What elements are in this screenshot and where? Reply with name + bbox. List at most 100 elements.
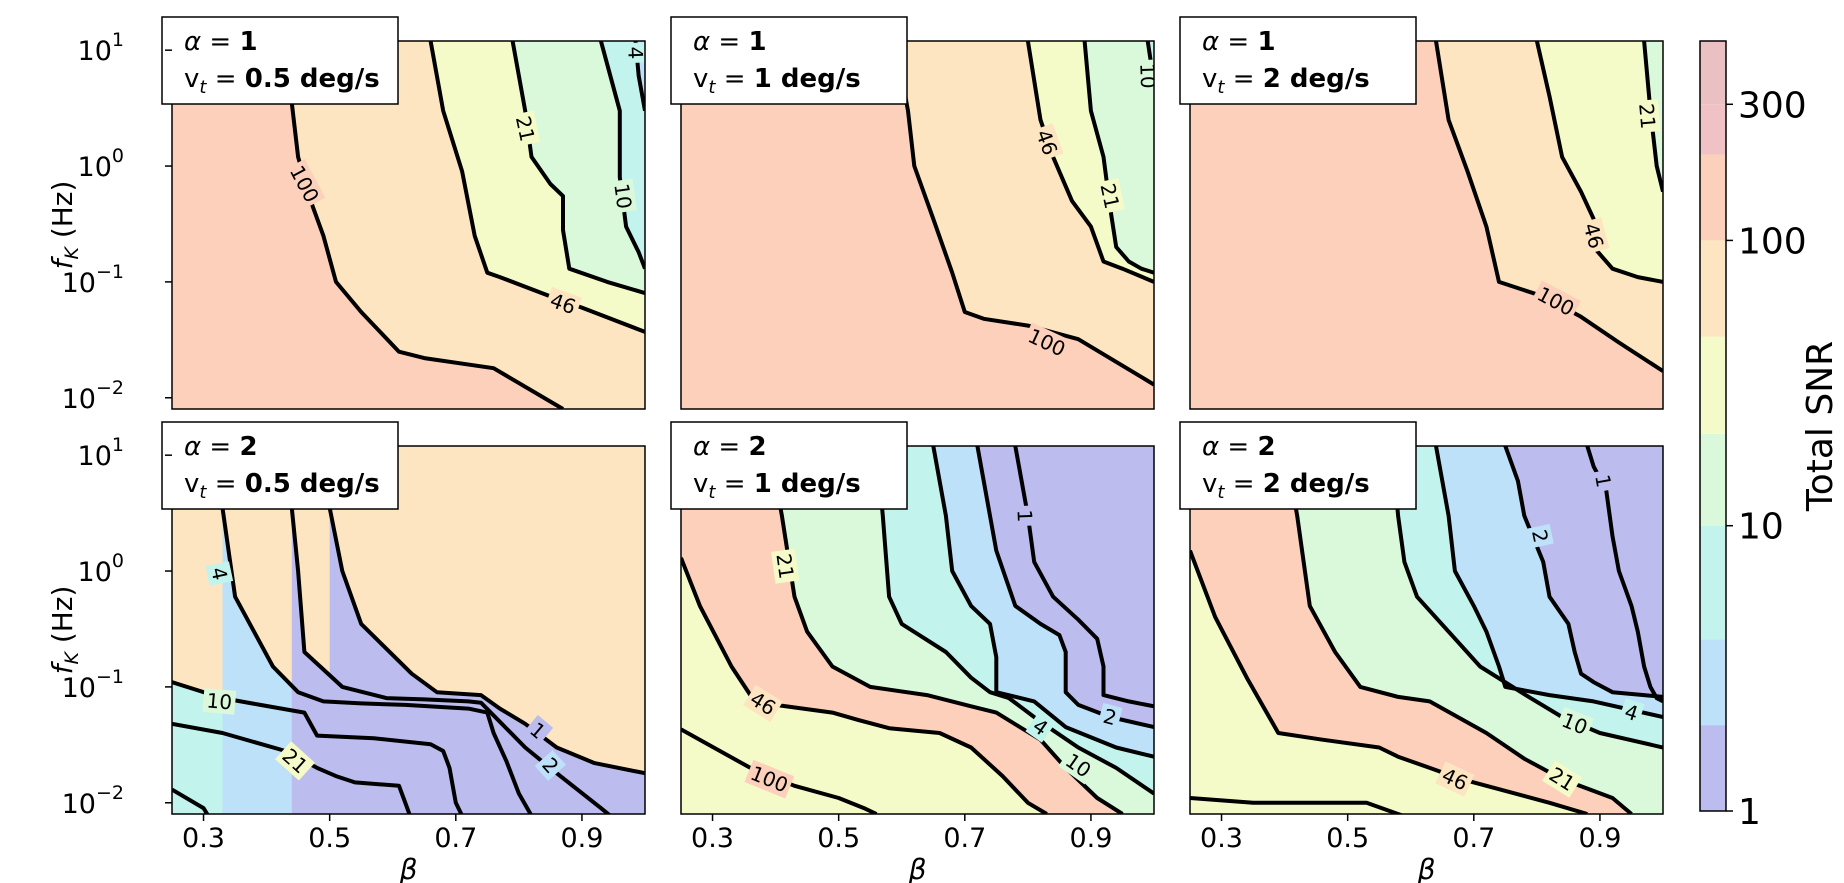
contour-label-4: 4 <box>205 561 234 586</box>
contour-line-100 <box>1434 41 1663 373</box>
svg-text:21: 21 <box>1634 102 1660 129</box>
colorbar-tick-label: 300 <box>1738 85 1807 126</box>
band-region-46 <box>681 557 1154 814</box>
svg-text:21: 21 <box>771 552 798 581</box>
velocity-text: vt = 2 deg/s <box>1202 64 1370 98</box>
x-tick-label: 0.5 <box>308 823 351 854</box>
x-tick-label: 0.3 <box>1200 823 1243 854</box>
contour-label-1: 1 <box>1012 505 1038 527</box>
contour-line-2 <box>1503 446 1663 699</box>
svg-text:10: 10 <box>1135 63 1160 89</box>
velocity-text: vt = 1 deg/s <box>693 64 861 98</box>
panel-frame <box>1189 445 1664 815</box>
svg-text:10: 10 <box>206 688 233 714</box>
contour-line-4 <box>931 446 1154 759</box>
colorbar-band <box>1700 433 1726 526</box>
colorbar-tick-label: 1 <box>1738 792 1761 833</box>
contour-label-4: 4 <box>1618 698 1645 728</box>
svg-text:21: 21 <box>511 114 540 144</box>
panel-frame <box>680 40 1155 410</box>
alpha-text: α = 2 <box>693 432 767 462</box>
alpha-text: α = 2 <box>1202 432 1276 462</box>
x-axis-label: β <box>1417 853 1436 883</box>
contour-label-46: 46 <box>1030 123 1064 162</box>
y-tick-label: 100 <box>78 550 124 588</box>
contour-line-46 <box>172 787 210 814</box>
colorbar-band <box>1700 525 1726 640</box>
contour-line-2 <box>975 446 1154 730</box>
x-tick-label: 0.7 <box>434 823 477 854</box>
contour-label-10: 10 <box>1135 59 1160 93</box>
band-region-21 <box>512 41 645 294</box>
contour-label-21: 21 <box>510 110 541 147</box>
x-tick-label: 0.7 <box>943 823 986 854</box>
panel-frame <box>171 445 646 815</box>
contour-line-10 <box>874 446 1154 796</box>
contour-line-46 <box>1190 549 1588 814</box>
contour-line-2 <box>289 507 612 814</box>
velocity-text: vt = 0.5 deg/s <box>184 469 380 503</box>
contour-line-10 <box>172 680 464 814</box>
svg-text:2: 2 <box>1101 704 1120 730</box>
contour-label-10: 10 <box>1555 706 1595 741</box>
x-tick-label: 0.5 <box>817 823 860 854</box>
svg-text:1: 1 <box>1590 473 1616 490</box>
info-box: α = 1 vt = 0.5 deg/s <box>161 16 399 105</box>
contour-line-21 <box>1642 41 1663 193</box>
contour-line-21 <box>172 721 412 814</box>
contour-line-46 <box>681 557 1048 814</box>
contour-label-21: 21 <box>1633 99 1661 134</box>
contour-line-46 <box>1025 41 1154 284</box>
alpha-text: α = 1 <box>184 27 258 57</box>
contour-label-21: 21 <box>770 548 800 584</box>
contour-label-2: 2 <box>1526 523 1554 549</box>
contour-label-46: 46 <box>543 286 583 321</box>
y-tick-label: 10−1 <box>62 666 124 704</box>
velocity-text: vt = 2 deg/s <box>1202 469 1370 503</box>
info-box: α = 2 vt = 2 deg/s <box>1179 421 1417 510</box>
colorbar-frame <box>1699 40 1727 812</box>
panel-frame <box>680 445 1155 815</box>
colorbar-tick-label: 100 <box>1738 221 1807 262</box>
contour-label-10: 10 <box>202 688 237 715</box>
colorbar: 1 10 100 300 Total SNR <box>1699 40 1841 833</box>
contour-line-46 <box>1534 41 1663 284</box>
velocity-text: vt = 1 deg/s <box>693 469 861 503</box>
contour-line-1 <box>1013 446 1154 709</box>
contour-line-1 <box>327 507 645 776</box>
colorbar-band <box>1700 240 1726 337</box>
colorbar-band <box>1700 154 1726 241</box>
x-tick-label: 0.9 <box>1578 823 1621 854</box>
band-region-10 <box>1147 41 1154 86</box>
panel-frame <box>171 40 646 410</box>
band-region-1 <box>1015 446 1154 707</box>
band-region-46 <box>1536 41 1663 282</box>
y-tick-label: 10−2 <box>62 782 124 820</box>
contour-line-4 <box>1434 446 1663 719</box>
colorbar-band <box>1700 41 1726 105</box>
contour-label-46: 46 <box>1577 217 1610 255</box>
y-axis-label: fK (Hz) <box>46 586 83 675</box>
contour-line-100 <box>1190 796 1405 814</box>
y-tick-label: 10−2 <box>62 377 124 415</box>
band-region-1 <box>329 508 645 814</box>
svg-text:10: 10 <box>609 182 636 211</box>
band-region-1 <box>1587 446 1663 702</box>
band-region-21 <box>1084 41 1154 273</box>
info-box: α = 2 vt = 0.5 deg/s <box>161 421 399 510</box>
colorbar-band <box>1700 104 1726 155</box>
contour-label-2: 2 <box>1097 702 1123 732</box>
svg-text:4: 4 <box>206 565 232 582</box>
x-axis-label: β <box>399 853 418 883</box>
colorbar-title: Total SNR <box>1800 341 1841 512</box>
info-box: α = 1 vt = 1 deg/s <box>670 16 908 105</box>
contour-line-100 <box>289 41 565 409</box>
x-tick-label: 0.3 <box>691 823 734 854</box>
contour-line-100 <box>681 727 878 814</box>
